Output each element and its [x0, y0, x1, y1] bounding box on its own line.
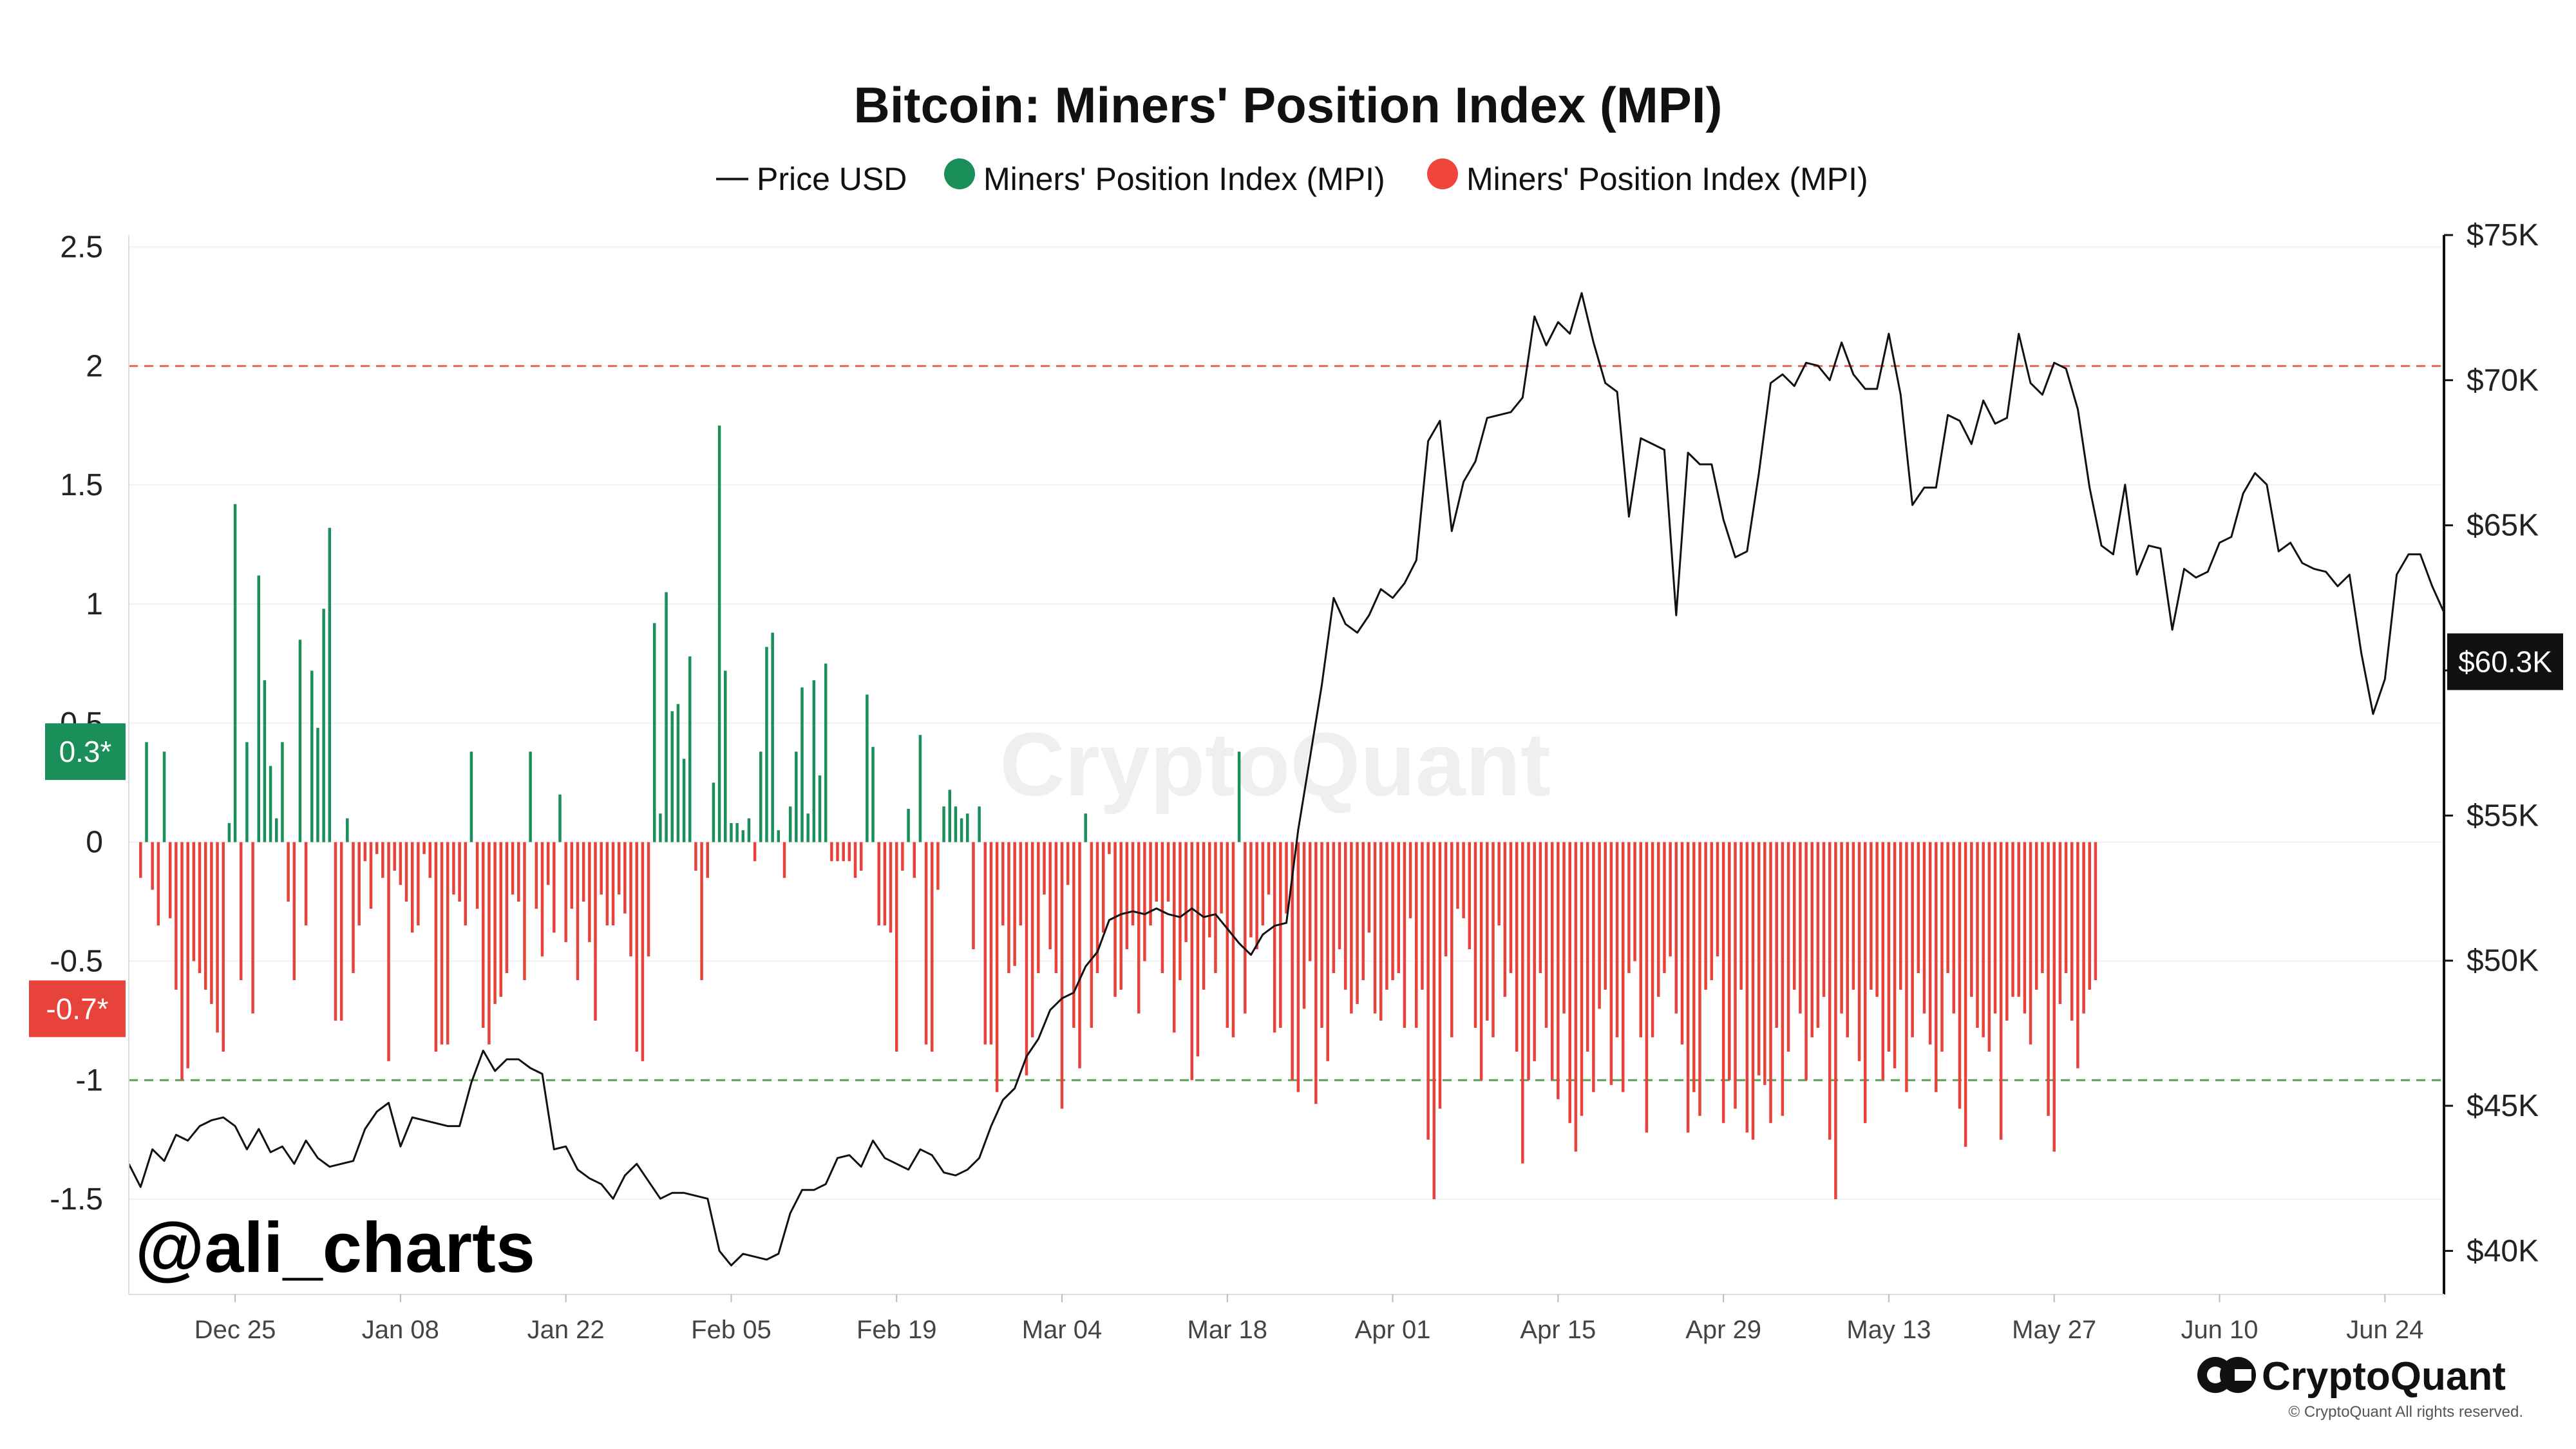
legend: Price USD Miners' Position Index (MPI) M…: [716, 158, 1868, 197]
copyright-text: © CryptoQuant All rights reserved.: [2289, 1403, 2524, 1421]
price-line: [128, 292, 2445, 1267]
price-layer: [128, 292, 2445, 1267]
x-tick-label: Mar 04: [1022, 1316, 1103, 1344]
x-tick-label: Jan 22: [527, 1316, 605, 1344]
badge-0-box: [45, 723, 126, 781]
right-tick-label: $75K: [2467, 218, 2539, 252]
x-tick-label: May 27: [2012, 1316, 2096, 1344]
x-tick-label: Jun 10: [2181, 1316, 2258, 1344]
left-tick-label: 1: [86, 587, 103, 621]
badge-0-label: 0.3*: [59, 735, 112, 768]
x-tick-label: Apr 15: [1520, 1316, 1596, 1344]
x-tick-label: May 13: [1846, 1316, 1931, 1344]
left-tick-label: -0.5: [50, 944, 103, 978]
cryptoquant-logo-icon: [2197, 1357, 2256, 1393]
axes: [128, 235, 2445, 1295]
x-tick-label: Feb 19: [857, 1316, 937, 1344]
left-tick-label: 0: [86, 826, 103, 860]
x-tick-label: Feb 05: [691, 1316, 772, 1344]
left-tick-label: 1.5: [60, 468, 103, 502]
legend-mpi-negative-dot: [1427, 158, 1458, 189]
gridlines: [129, 246, 2444, 1200]
badge-2-box: [2447, 633, 2563, 690]
x-tick-label: Jun 24: [2346, 1316, 2423, 1344]
badge-1-label: -0.7*: [46, 992, 108, 1025]
right-tick-label: $45K: [2467, 1089, 2539, 1123]
brand-name: CryptoQuant: [2262, 1354, 2506, 1399]
right-tick-label: $40K: [2467, 1234, 2539, 1268]
legend-mpi-positive-dot: [944, 158, 975, 189]
right-tick-label: $50K: [2467, 944, 2539, 978]
left-axis-ticks: 2.521.510.50-0.5-1-1.5: [50, 230, 103, 1217]
x-tick-label: Mar 18: [1188, 1316, 1268, 1344]
legend-price-label[interactable]: Price USD: [757, 161, 907, 197]
badge-2-label: $60.3K: [2458, 645, 2552, 679]
author-handle: @ali_charts: [135, 1208, 535, 1287]
mpi-bars: [139, 425, 2098, 1200]
x-tick-label: Dec 25: [194, 1316, 276, 1344]
badge-1-box: [29, 980, 126, 1037]
right-tick-label: $65K: [2467, 509, 2539, 543]
right-tick-label: $55K: [2467, 799, 2539, 833]
chart-title: Bitcoin: Miners' Position Index (MPI): [854, 77, 1723, 133]
watermark-text: CryptoQuant: [999, 714, 1551, 815]
left-tick-label: -1.5: [50, 1182, 103, 1217]
brand-logo: CryptoQuant © CryptoQuant All rights res…: [2197, 1354, 2523, 1421]
value-badges: 0.3* -0.7* $60.3K: [29, 633, 2563, 1037]
left-tick-label: 2: [86, 349, 103, 383]
left-tick-label: 2.5: [60, 230, 103, 264]
x-axis-ticks: Dec 25 Jan 08 Jan 22 Feb 05 Feb 19 Mar 04 Mar …: [194, 1294, 2423, 1344]
x-tick-label: Apr 01: [1355, 1316, 1431, 1344]
right-tick-label: $70K: [2467, 363, 2539, 397]
x-tick-label: Apr 29: [1685, 1316, 1761, 1344]
legend-mpi-positive-label[interactable]: Miners' Position Index (MPI): [983, 161, 1385, 197]
x-tick-label: Jan 08: [362, 1316, 439, 1344]
legend-mpi-negative-label[interactable]: Miners' Position Index (MPI): [1466, 161, 1868, 197]
left-tick-label: -1: [75, 1063, 103, 1097]
